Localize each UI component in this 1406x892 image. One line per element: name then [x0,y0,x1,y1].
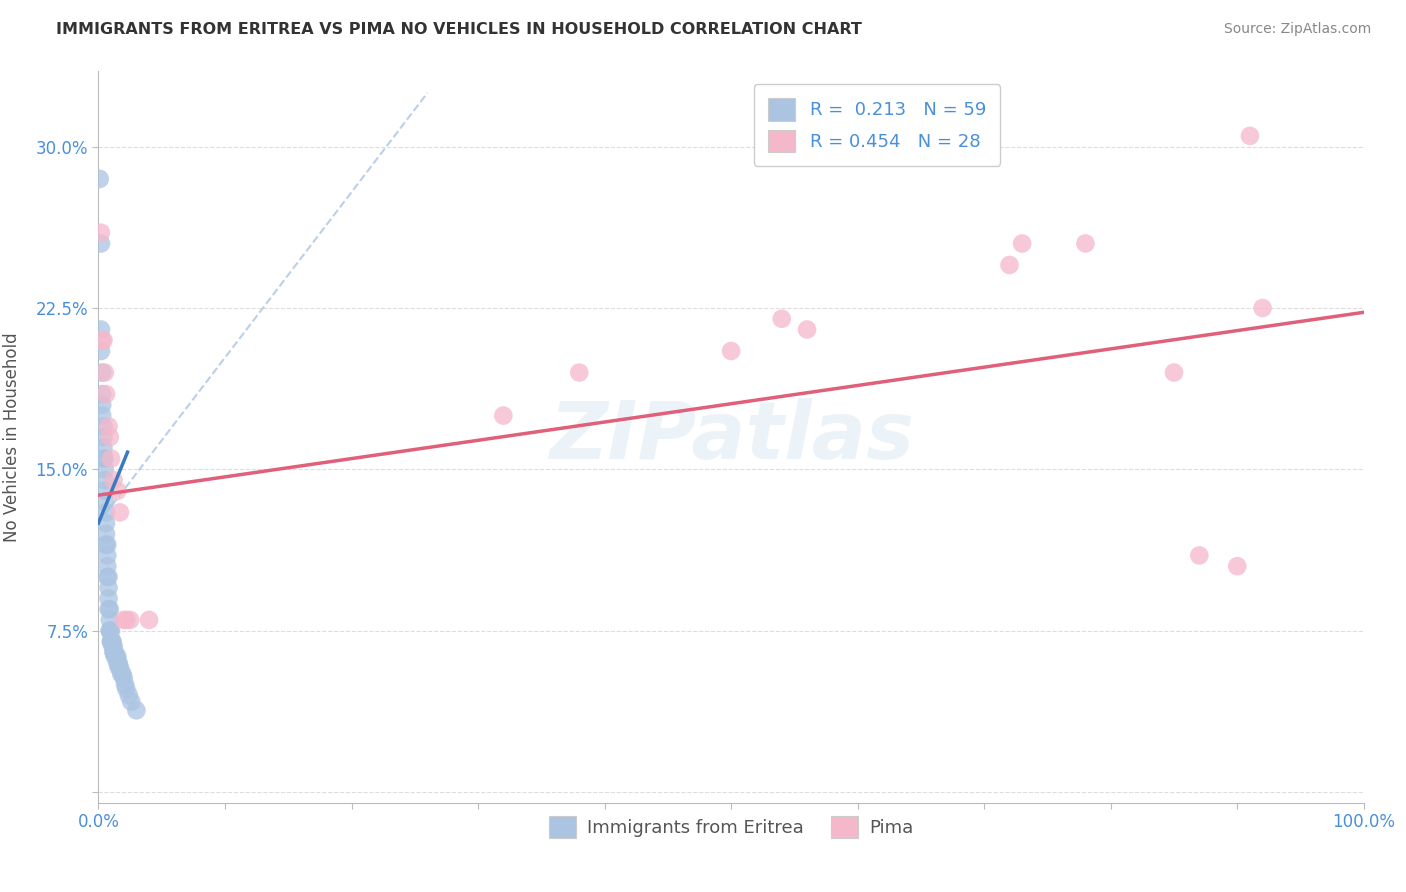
Point [100,634,122,648]
Point [94,538,117,552]
Point [93,366,117,380]
Point [93,333,115,347]
Point [108,505,131,519]
Point [100,634,122,648]
Point [94,516,117,530]
Point [112,613,135,627]
Point [91,398,114,412]
Point [101,634,124,648]
Point [90,236,112,251]
Point [1251,301,1274,315]
Point [103,473,125,487]
Point [93,441,115,455]
Point [97,591,120,606]
Point [111,666,134,681]
Point [98,430,121,444]
Point [89,172,111,186]
Point [96,570,118,584]
Point [97,581,120,595]
Point [103,639,125,653]
Legend: Immigrants from Eritrea, Pima: Immigrants from Eritrea, Pima [541,808,921,845]
Point [107,649,129,664]
Point [796,322,818,336]
Point [568,366,591,380]
Point [100,634,122,648]
Point [90,322,112,336]
Point [93,483,117,498]
Text: IMMIGRANTS FROM ERITREA VS PIMA NO VEHICLES IN HOUSEHOLD CORRELATION CHART: IMMIGRANTS FROM ERITREA VS PIMA NO VEHIC… [56,22,862,37]
Point [96,538,118,552]
Point [90,226,112,240]
Text: ZIPatlas: ZIPatlas [548,398,914,476]
Point [96,549,118,563]
Point [1163,366,1185,380]
Point [115,681,138,696]
Point [91,409,114,423]
Point [93,430,115,444]
Point [105,649,128,664]
Point [93,451,115,466]
Point [101,639,124,653]
Point [107,656,129,670]
Point [138,613,160,627]
Point [120,695,142,709]
Text: Source: ZipAtlas.com: Source: ZipAtlas.com [1223,22,1371,37]
Point [94,505,117,519]
Point [90,344,112,359]
Point [110,666,132,681]
Point [93,473,117,487]
Point [103,645,125,659]
Point [107,660,129,674]
Point [91,366,114,380]
Point [770,311,793,326]
Point [97,419,120,434]
Point [104,645,127,659]
Point [94,387,117,401]
Point [1239,128,1261,143]
Point [93,494,117,508]
Point [118,688,141,702]
Point [93,462,117,476]
Point [103,645,125,659]
Point [112,671,135,685]
Point [91,387,114,401]
Point [98,602,121,616]
Point [96,559,118,574]
Point [100,451,122,466]
Point [93,451,117,466]
Point [492,409,515,423]
Point [93,419,115,434]
Point [97,602,120,616]
Point [120,613,141,627]
Point [125,703,148,717]
Point [114,677,136,691]
Y-axis label: No Vehicles in Household: No Vehicles in Household [3,332,21,542]
Point [1188,549,1211,563]
Point [1226,559,1249,574]
Point [98,613,121,627]
Point [108,660,131,674]
Point [94,527,117,541]
Point [100,624,122,638]
Point [720,344,742,359]
Point [98,624,121,638]
Point [97,570,120,584]
Point [91,333,114,347]
Point [1074,236,1097,251]
Point [115,613,138,627]
Point [101,634,124,648]
Point [107,656,129,670]
Point [998,258,1021,272]
Point [104,649,127,664]
Point [107,483,129,498]
Point [98,624,121,638]
Point [1011,236,1033,251]
